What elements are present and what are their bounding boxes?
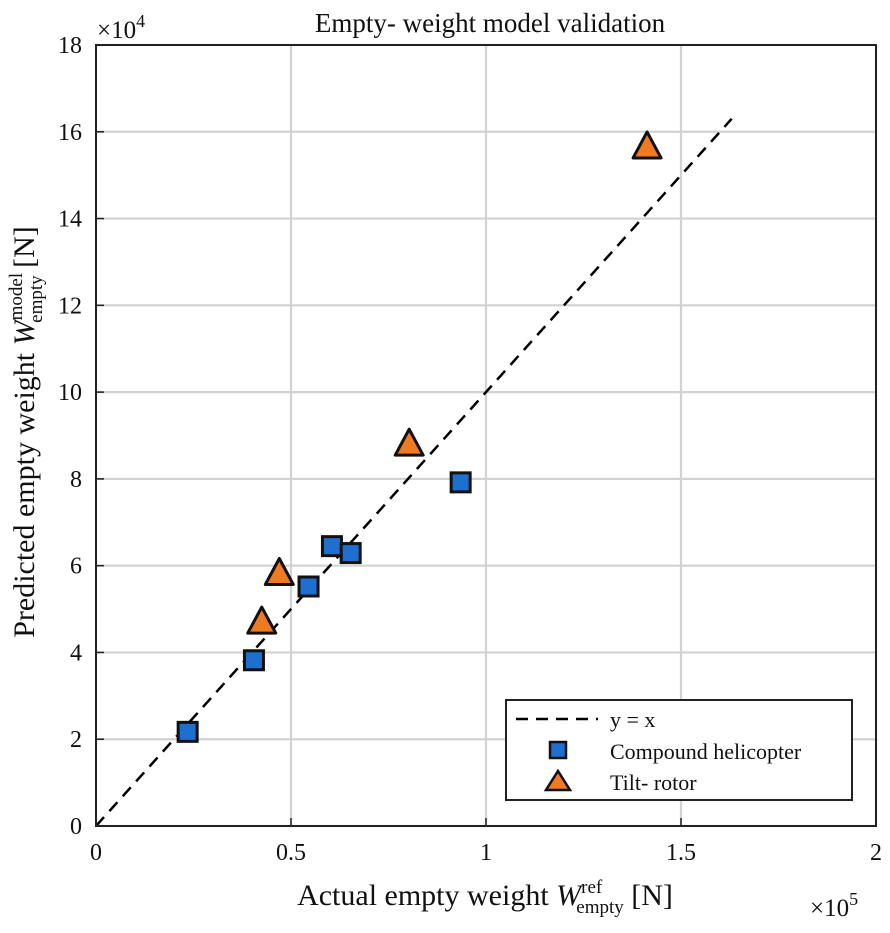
y-multiplier-base: ×10 <box>97 17 136 44</box>
y-tick-label: 2 <box>70 727 82 753</box>
y-tick-label: 0 <box>70 814 82 840</box>
y-tick-label: 12 <box>58 293 82 319</box>
x-axis-label-main: Actual empty weight <box>297 879 556 912</box>
legend: y = x Compound helicopter Tilt- rotor <box>505 699 853 801</box>
y-tick-label: 14 <box>58 207 82 233</box>
legend-refline-label: y = x <box>610 707 655 732</box>
compound-helicopter-point <box>320 535 343 558</box>
compound-helicopter-point <box>339 542 362 565</box>
y-tick-label: 10 <box>58 380 82 406</box>
x-axis-label-sub: empty <box>576 897 624 918</box>
data-points <box>176 130 663 743</box>
x-axis-label: Actual empty weight Wref empty [N] <box>297 877 673 918</box>
y-axis-label-symbol: W <box>8 317 41 345</box>
tick-labels: 0 0.5 1 1.5 2 0 2 4 6 8 10 12 14 16 18 <box>58 33 882 866</box>
y-axis-label-sup: model <box>6 273 27 321</box>
y-tick-label: 18 <box>58 33 82 59</box>
y-multiplier-exp: 4 <box>136 11 145 31</box>
y-multiplier: ×104 <box>97 11 145 44</box>
y-tick-label: 8 <box>70 467 82 493</box>
x-axis-label-sup: ref <box>581 877 603 898</box>
compound-helicopter-point <box>449 471 472 494</box>
compound-helicopter-point <box>176 720 199 743</box>
y-tick-label: 16 <box>58 120 82 146</box>
y-axis-label-sub: empty <box>26 275 47 323</box>
x-multiplier: ×105 <box>810 889 858 922</box>
tilt-rotor-point <box>393 427 425 457</box>
y-axis-label-main: Predicted empty weight <box>8 345 41 637</box>
x-axis-label-unit: [N] <box>624 879 673 912</box>
tilt-rotor-point <box>631 130 663 160</box>
y-tick-label: 6 <box>70 554 82 580</box>
tilt-rotor-point <box>263 556 295 586</box>
x-tick-label: 0.5 <box>276 840 306 866</box>
tilt-rotor-point <box>246 605 278 635</box>
legend-series-2-label: Tilt- rotor <box>610 770 697 795</box>
chart-title: Empty- weight model validation <box>315 8 666 38</box>
y-axis-label-unit: [N] <box>8 226 41 275</box>
x-multiplier-exp: 5 <box>849 889 858 909</box>
legend-series-1-label: Compound helicopter <box>610 739 802 764</box>
legend-triangle-marker <box>543 768 573 792</box>
compound-helicopter-point <box>242 649 265 672</box>
y-axis-label: Predicted empty weight Wmodelempty [N] <box>6 226 47 638</box>
x-tick-label: 1.5 <box>666 840 696 866</box>
x-tick-label: 2 <box>870 840 882 866</box>
x-axis-label-symbol: W <box>556 879 584 912</box>
x-tick-label: 1 <box>480 840 492 866</box>
legend-square-marker <box>548 740 568 760</box>
x-tick-label: 0 <box>90 840 102 866</box>
compound-helicopter-point <box>297 575 320 598</box>
y-tick-label: 4 <box>70 640 82 666</box>
x-multiplier-base: ×10 <box>810 895 849 922</box>
